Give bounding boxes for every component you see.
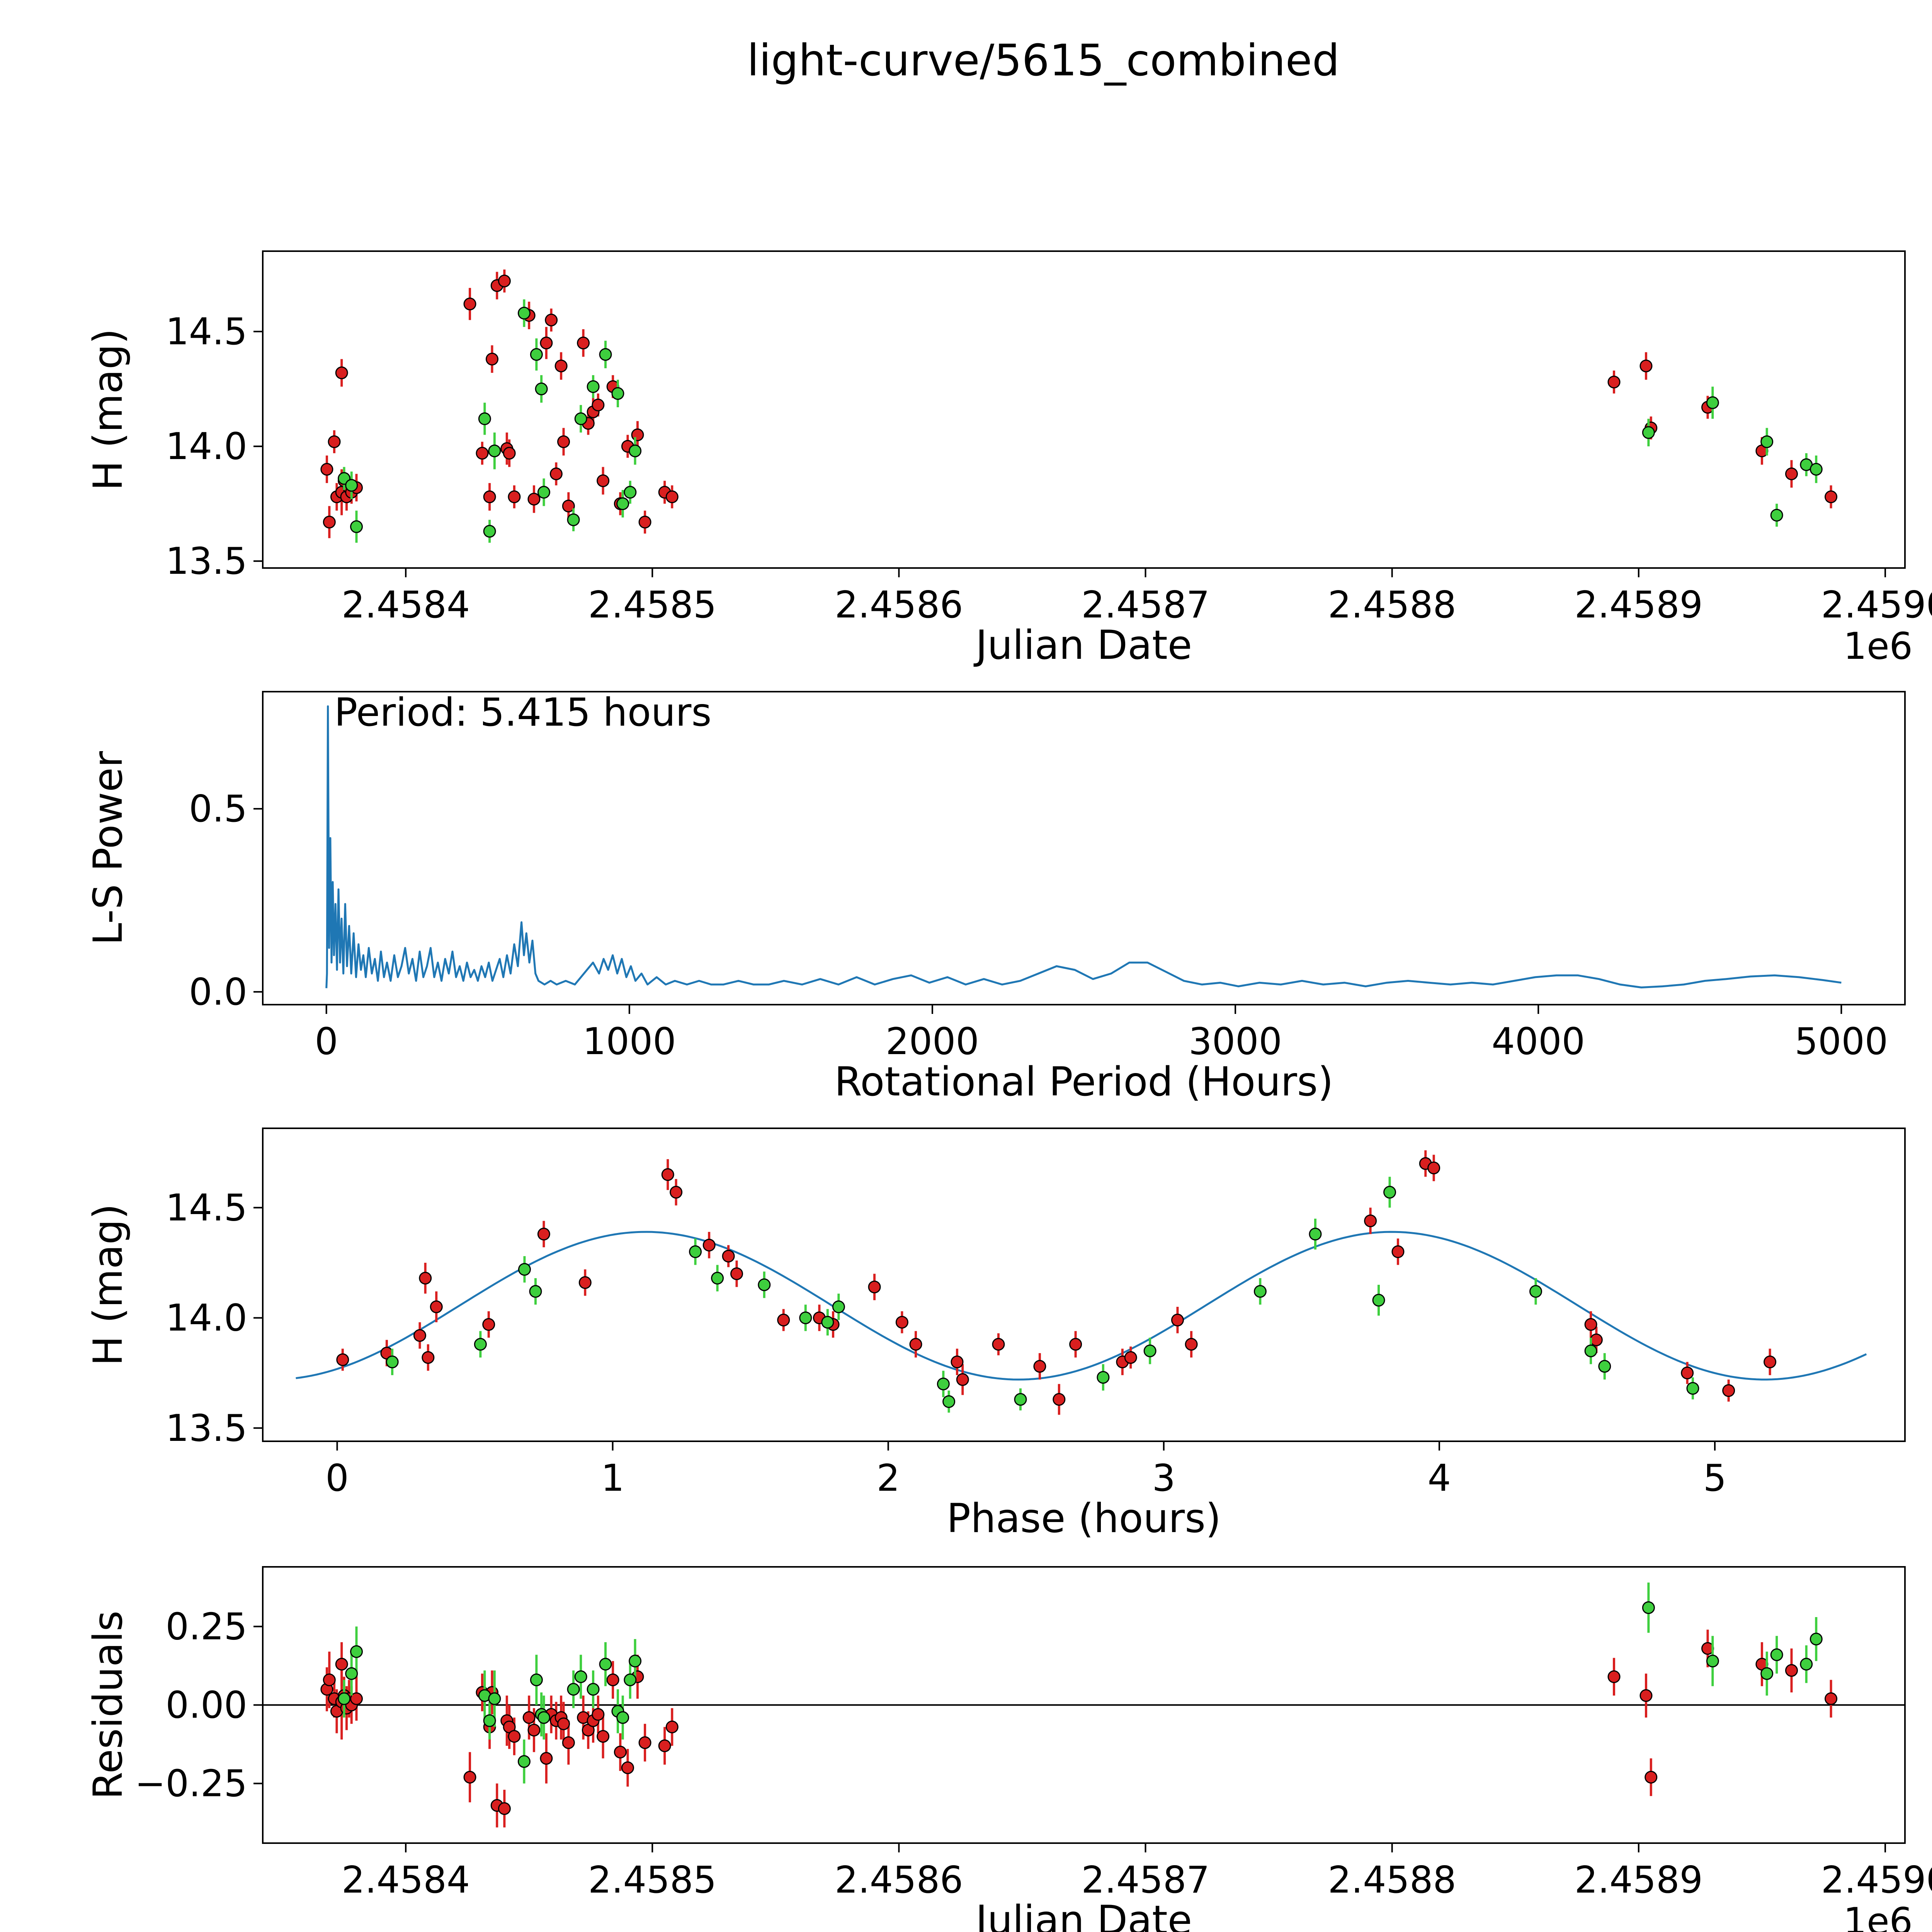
x-tick-label: 2.4588 (1328, 1859, 1456, 1901)
x-tick-label: 3 (1152, 1457, 1175, 1500)
x-tick-label: 2.4589 (1575, 1859, 1703, 1901)
x-tick-label: 4000 (1492, 1020, 1585, 1063)
x-tick-label: 2.4590 (1821, 584, 1932, 626)
x-tick-label: 2.4590 (1821, 1859, 1932, 1901)
x-axis-label: Phase (hours) (947, 1495, 1221, 1542)
sinusoid-fit-line (296, 1231, 1867, 1381)
x-tick-label: 2.4587 (1081, 1859, 1209, 1901)
period-annotation: Period: 5.415 hours (334, 690, 712, 735)
green-band-series (386, 1177, 1699, 1413)
x-tick-label: 5 (1703, 1457, 1726, 1500)
x-axis-label: Julian Date (973, 1897, 1192, 1932)
x-tick-label: 5000 (1794, 1020, 1888, 1063)
y-tick-label: 0.25 (165, 1605, 247, 1648)
jd-lightcurve-panel: 2.4584 2.4585 2.4586 2.4587 2.4588 2.4589 2.45… (85, 250, 1932, 668)
y-tick-label: 14.0 (165, 1297, 247, 1340)
axes-frame (262, 250, 1906, 569)
figure-title: light-curve/5615_combined (747, 36, 1340, 86)
residuals-panel: 2.4584 2.4585 2.4586 2.4587 2.4588 2.4589 2.45… (85, 1566, 1932, 1932)
y-axis-label: H (mag) (85, 328, 131, 490)
x-tick-label: 2.4586 (835, 1859, 963, 1901)
x-tick-label: 2.4584 (342, 1859, 470, 1901)
red-band-series (320, 269, 1838, 538)
y-axis-label: Residuals (85, 1611, 131, 1799)
y-axis-label: L-S Power (85, 751, 131, 945)
y-tick-label: 0.0 (189, 971, 247, 1014)
x-tick-label: 2.4584 (342, 584, 470, 626)
y-tick-label: 14.0 (165, 425, 247, 468)
x-tick-label: 1000 (583, 1020, 676, 1063)
y-tick-label: −0.25 (135, 1763, 247, 1805)
red-band-series (336, 1150, 1777, 1415)
phase-folded-panel: 0 1 2 3 4 5 13.5 14.0 14.5 Phase (hours) H (mag) (85, 1128, 1906, 1542)
y-tick-label: 14.5 (165, 1187, 247, 1229)
y-tick-label: 0.5 (189, 788, 247, 830)
x-tick-label: 2.4586 (835, 584, 963, 626)
axes-frame (262, 1128, 1906, 1442)
x-tick-label: 2.4585 (588, 584, 716, 626)
x-tick-label: 2.4588 (1328, 584, 1456, 626)
axis-offset-text: 1e6 (1844, 625, 1913, 668)
x-tick-label: 4 (1428, 1457, 1451, 1500)
x-tick-label: 2 (876, 1457, 900, 1500)
axes-frame (262, 691, 1906, 1005)
y-axis-label: H (mag) (85, 1204, 131, 1366)
x-axis-label: Julian Date (973, 622, 1192, 668)
y-tick-label: 13.5 (165, 1407, 247, 1450)
green-band-series (338, 1582, 1823, 1784)
x-tick-label: 3000 (1189, 1020, 1282, 1063)
x-tick-label: 2.4587 (1081, 584, 1209, 626)
y-tick-label: 14.5 (165, 311, 247, 353)
x-tick-label: 2.4585 (588, 1859, 716, 1901)
red-band-series (320, 1629, 1838, 1828)
y-tick-label: 0.00 (165, 1684, 247, 1727)
y-tick-label: 13.5 (165, 540, 247, 583)
periodogram-line (325, 705, 1842, 988)
x-tick-label: 2.4589 (1575, 584, 1703, 626)
green-band-series (338, 299, 1823, 543)
x-tick-label: 2000 (886, 1020, 979, 1063)
x-tick-label: 0 (315, 1020, 338, 1063)
x-tick-label: 0 (325, 1457, 349, 1500)
axis-offset-text: 1e6 (1844, 1900, 1913, 1932)
periodogram-panel: 0 1000 2000 3000 4000 5000 0.0 0.5 Rotational Pe… (85, 690, 1906, 1105)
x-tick-label: 1 (601, 1457, 624, 1500)
x-axis-label: Rotational Period (Hours) (834, 1059, 1333, 1105)
